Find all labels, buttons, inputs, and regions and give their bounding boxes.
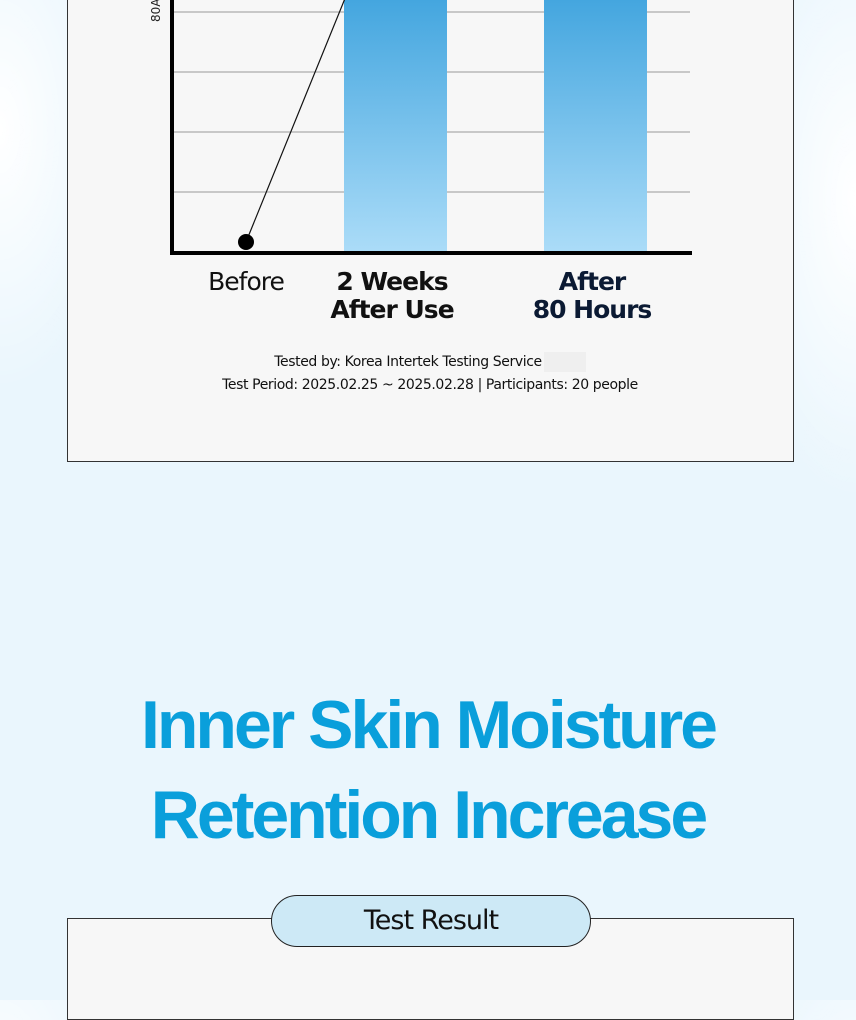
label-line: After [558, 267, 626, 296]
label-line: 80 Hours [532, 295, 653, 324]
axis-label: 80A [149, 0, 163, 22]
category-label: 2 Weeks After Use [292, 268, 492, 324]
note-text: Tested by: Korea Intertek Testing Servic… [274, 354, 542, 370]
label-line: Before [208, 267, 285, 296]
badge: Test Result [271, 895, 591, 947]
category-label: After 80 Hours [492, 268, 692, 324]
heading-line: Retention Increase [150, 777, 708, 853]
category-label: Before [146, 268, 346, 296]
bar [544, 0, 647, 252]
heading-line: Inner Skin Moisture [141, 687, 718, 763]
bar [344, 0, 447, 252]
note: Test Period: 2025.02.25 ~ 2025.02.28 | P… [222, 377, 638, 393]
note: Tested by: Korea Intertek Testing Servic… [67, 352, 793, 372]
trend-line [245, 0, 346, 243]
point [238, 234, 254, 250]
label-line: 2 Weeks [336, 267, 448, 296]
label-line: After Use [330, 295, 454, 324]
blurred-box [543, 352, 586, 372]
chart: 80A [149, 0, 692, 255]
